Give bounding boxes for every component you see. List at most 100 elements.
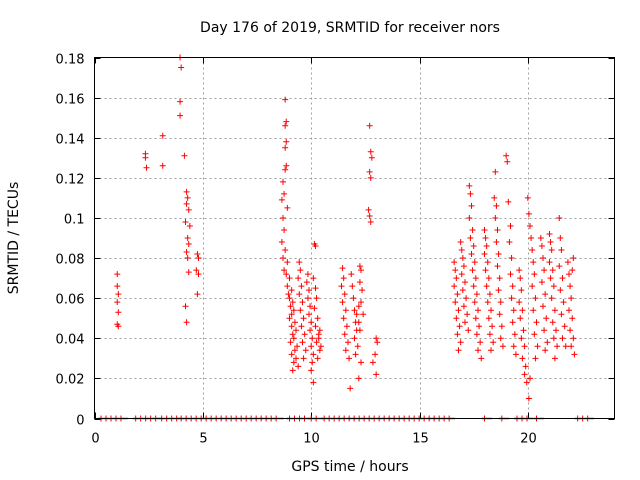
data-point xyxy=(366,168,373,175)
data-point xyxy=(306,287,312,294)
data-point xyxy=(185,206,192,213)
data-point xyxy=(466,214,473,221)
data-point xyxy=(304,271,311,278)
data-point xyxy=(313,339,320,346)
data-point xyxy=(283,118,290,125)
data-point xyxy=(304,295,311,302)
data-point xyxy=(531,271,538,278)
data-point xyxy=(467,235,474,241)
data-point xyxy=(472,275,479,282)
x-tick-label: 20 xyxy=(520,432,537,447)
data-point xyxy=(462,319,468,326)
data-point xyxy=(339,265,346,272)
data-point xyxy=(511,331,518,338)
data-point xyxy=(311,305,318,312)
data-point xyxy=(114,271,121,278)
data-point xyxy=(556,263,563,270)
data-point xyxy=(360,311,367,318)
data-point xyxy=(185,241,192,248)
data-point xyxy=(356,279,363,286)
data-point xyxy=(367,174,374,181)
data-point xyxy=(453,275,460,282)
data-point xyxy=(296,259,303,266)
data-point xyxy=(512,351,519,358)
data-point xyxy=(299,299,306,306)
data-point xyxy=(183,319,190,326)
data-point xyxy=(281,190,288,197)
data-point xyxy=(521,343,528,350)
data-point xyxy=(287,339,294,346)
data-point xyxy=(508,255,515,262)
data-point xyxy=(504,158,511,165)
data-point xyxy=(288,351,295,358)
data-point xyxy=(486,291,493,298)
data-point xyxy=(497,299,504,306)
data-point xyxy=(495,287,502,294)
data-point xyxy=(297,307,304,314)
data-point xyxy=(278,196,285,203)
data-point xyxy=(341,331,348,338)
data-point xyxy=(291,319,298,326)
data-point xyxy=(566,307,572,314)
data-point xyxy=(492,214,499,221)
data-point xyxy=(306,311,312,318)
data-point xyxy=(369,359,376,366)
data-point xyxy=(184,235,191,241)
data-point xyxy=(505,198,512,205)
data-point xyxy=(477,339,484,346)
data-point xyxy=(496,275,503,282)
data-point xyxy=(556,214,563,221)
data-point xyxy=(283,271,290,278)
data-point xyxy=(289,299,296,306)
data-point xyxy=(342,347,349,354)
data-point xyxy=(516,299,523,306)
data-point xyxy=(571,351,578,358)
data-point xyxy=(354,343,361,350)
data-point xyxy=(286,315,293,322)
data-point xyxy=(278,239,285,246)
data-point xyxy=(562,343,569,350)
data-point xyxy=(470,283,477,290)
data-point xyxy=(498,323,505,330)
data-point xyxy=(569,315,576,322)
data-point xyxy=(284,259,291,266)
data-point xyxy=(569,267,576,274)
data-point xyxy=(483,283,490,290)
data-point xyxy=(470,243,477,250)
data-point xyxy=(507,222,514,229)
data-point xyxy=(316,327,323,334)
data-point xyxy=(281,267,288,274)
data-point xyxy=(355,375,362,382)
data-point xyxy=(280,255,286,262)
data-point xyxy=(558,247,565,254)
data-point xyxy=(485,275,492,282)
data-point xyxy=(298,323,305,330)
data-point xyxy=(367,218,374,225)
data-point xyxy=(546,259,553,266)
data-point xyxy=(538,243,545,250)
data-point xyxy=(283,138,290,145)
data-point xyxy=(313,295,320,302)
data-point xyxy=(282,166,289,173)
x-tick-labels: 0 5 10 15 20 xyxy=(91,432,536,447)
data-point xyxy=(463,295,470,302)
data-point xyxy=(468,202,475,209)
data-point xyxy=(529,247,536,254)
data-point xyxy=(557,235,564,241)
data-point xyxy=(310,275,317,282)
data-point xyxy=(469,267,476,274)
data-point xyxy=(288,311,295,318)
grid-lines xyxy=(94,57,615,419)
data-point xyxy=(293,327,299,334)
data-point xyxy=(508,295,515,302)
data-point xyxy=(368,154,375,161)
data-point xyxy=(482,267,489,274)
data-point xyxy=(316,347,323,354)
data-point xyxy=(307,327,314,334)
data-point xyxy=(338,283,345,290)
data-point xyxy=(181,152,188,159)
data-point xyxy=(484,259,491,266)
data-point xyxy=(469,226,476,233)
x-tick-label: 0 xyxy=(91,432,99,447)
data-point xyxy=(359,287,366,294)
